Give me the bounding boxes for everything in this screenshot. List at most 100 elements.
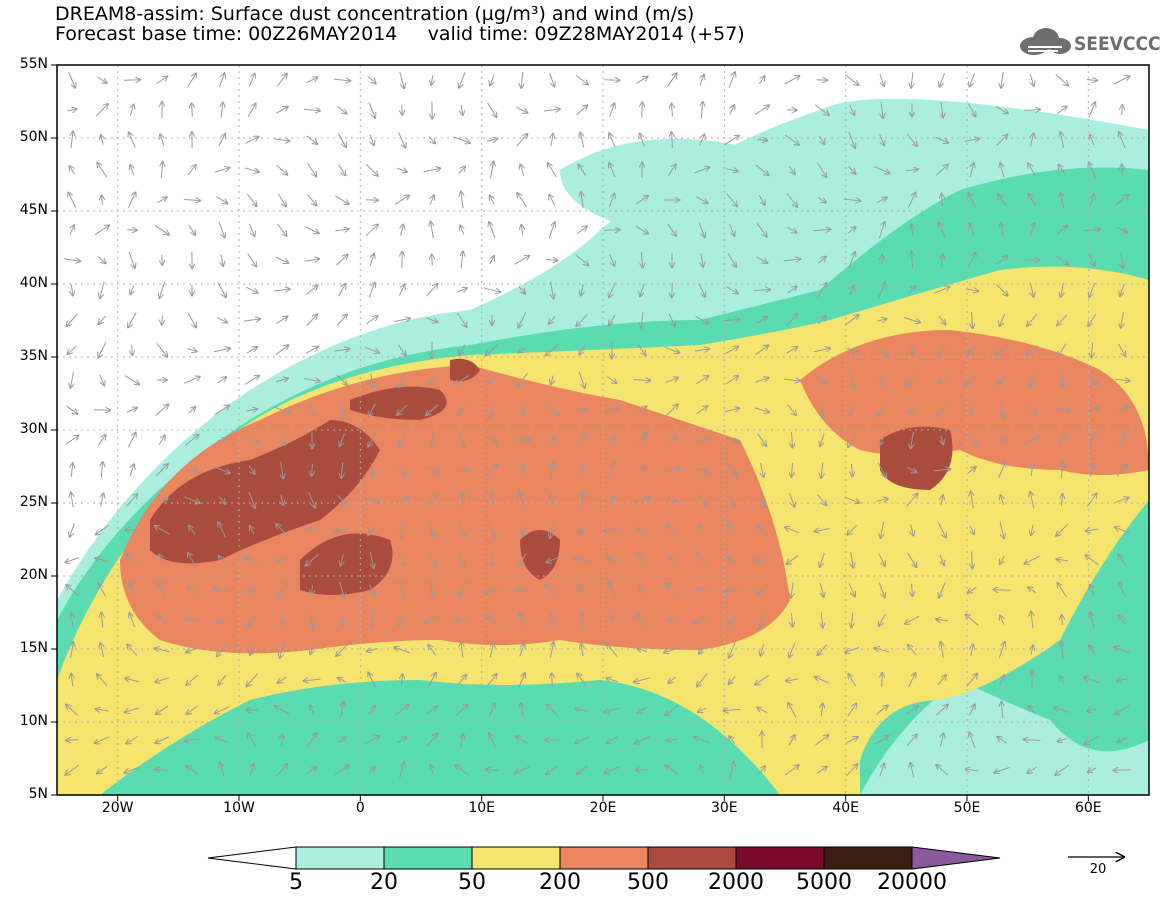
wind-arrow bbox=[724, 709, 741, 710]
wind-arrow bbox=[162, 315, 163, 324]
colorbar-labels: 5 20 50 200 500 2000 5000 20000 bbox=[0, 870, 1165, 900]
wind-arrow bbox=[1114, 76, 1129, 85]
wind-arrow bbox=[879, 134, 885, 146]
wind-arrow bbox=[458, 432, 465, 448]
wind-arrow bbox=[1059, 676, 1065, 685]
wind-arrow bbox=[101, 643, 104, 657]
wind-arrow bbox=[581, 492, 584, 509]
wind-arrow bbox=[221, 103, 223, 118]
wind-arrow bbox=[1085, 555, 1099, 566]
wind-arrow bbox=[911, 524, 914, 535]
wind-arrow bbox=[126, 494, 138, 507]
wind-arrow bbox=[71, 642, 74, 658]
wind-arrow bbox=[1000, 163, 1004, 178]
wind-arrow bbox=[551, 375, 553, 385]
cloud-icon bbox=[1020, 28, 1071, 55]
wind-arrow bbox=[576, 105, 587, 116]
wind-arrow bbox=[66, 740, 78, 741]
lon-label: 40E bbox=[832, 800, 859, 816]
wind-arrow bbox=[1031, 645, 1033, 655]
wind-arrow bbox=[638, 528, 647, 532]
wind-arrow bbox=[65, 764, 80, 775]
wind-arrow bbox=[882, 673, 883, 688]
wind-arrow bbox=[456, 765, 469, 776]
wind-arrow bbox=[371, 372, 374, 387]
wind-arrow bbox=[878, 582, 885, 598]
wind-arrow bbox=[755, 345, 769, 356]
wind-arrow bbox=[156, 705, 169, 714]
wind-arrow bbox=[1029, 223, 1034, 238]
wind-arrow bbox=[159, 281, 166, 298]
wind-arrow bbox=[847, 704, 857, 717]
wind-arrow bbox=[246, 409, 258, 411]
wind-arrow bbox=[755, 674, 770, 685]
wind-arrow bbox=[395, 498, 408, 503]
wind-arrow bbox=[640, 133, 645, 147]
wind-arrow bbox=[725, 286, 738, 294]
seevccc-logo bbox=[1020, 28, 1071, 55]
wind-arrow bbox=[757, 433, 766, 446]
wind-arrow bbox=[188, 224, 195, 235]
wind-arrow bbox=[485, 585, 499, 593]
wind-arrow bbox=[848, 432, 857, 447]
wind-arrow bbox=[724, 408, 740, 412]
wind-arrow bbox=[128, 192, 136, 208]
wind-arrow bbox=[1089, 646, 1096, 655]
wind-arrow bbox=[95, 736, 110, 743]
wind-arrow bbox=[516, 736, 529, 745]
wind-arrow bbox=[640, 586, 644, 595]
wind-arrow bbox=[817, 283, 827, 298]
wind-arrow bbox=[519, 643, 525, 657]
wind-arrow bbox=[334, 765, 349, 776]
wind-arrow bbox=[845, 737, 858, 744]
wind-arrow bbox=[216, 317, 227, 323]
wind-arrow bbox=[1090, 194, 1094, 207]
wind-arrow bbox=[819, 135, 824, 144]
wind-arrow bbox=[637, 406, 647, 415]
wind-arrow bbox=[546, 260, 557, 261]
wind-arrow bbox=[397, 737, 407, 744]
wind-arrow bbox=[938, 315, 946, 325]
wind-arrow bbox=[817, 644, 827, 655]
colorbar-box bbox=[383, 846, 473, 870]
wind-arrow bbox=[551, 134, 553, 147]
wind-arrow bbox=[516, 134, 528, 147]
wind-arrow bbox=[1086, 79, 1097, 80]
colorbar-label: 200 bbox=[539, 870, 581, 895]
wind-arrow bbox=[1055, 74, 1068, 86]
wind-arrow bbox=[1085, 735, 1100, 745]
wind-arrow bbox=[610, 615, 613, 626]
wind-arrow bbox=[101, 493, 104, 507]
wind-arrow bbox=[487, 376, 497, 383]
wind-arrow bbox=[820, 552, 825, 567]
wind-arrow bbox=[276, 524, 289, 537]
wind-arrow bbox=[1001, 222, 1003, 238]
wind-arrow bbox=[1027, 766, 1037, 773]
wind-arrow bbox=[727, 557, 738, 564]
wind-arrow bbox=[817, 494, 827, 506]
wind-arrow bbox=[126, 555, 139, 566]
wind-arrow bbox=[936, 619, 948, 620]
wind-arrow bbox=[306, 135, 317, 144]
wind-arrow bbox=[729, 493, 735, 506]
wind-arrow bbox=[1061, 282, 1064, 297]
wind-arrow bbox=[485, 769, 499, 770]
wind-arrow bbox=[458, 552, 465, 567]
wind-arrow bbox=[70, 372, 73, 388]
wind-arrow bbox=[672, 282, 673, 297]
wind-arrow bbox=[635, 735, 650, 743]
wind-arrow bbox=[1088, 768, 1097, 772]
wind-arrow bbox=[906, 133, 917, 146]
wind-arrow bbox=[665, 404, 677, 417]
wind-arrow bbox=[186, 647, 199, 653]
wind-arrow bbox=[1088, 433, 1095, 448]
wind-arrow bbox=[786, 347, 798, 354]
wind-arrow bbox=[244, 436, 259, 444]
wind-arrow bbox=[966, 674, 977, 687]
wind-arrow bbox=[1115, 195, 1129, 206]
wind-arrow bbox=[696, 196, 707, 204]
wind-arrow bbox=[156, 76, 168, 85]
wind-arrow bbox=[394, 647, 410, 654]
wind-arrow bbox=[822, 401, 823, 418]
wind-arrow bbox=[306, 554, 319, 566]
